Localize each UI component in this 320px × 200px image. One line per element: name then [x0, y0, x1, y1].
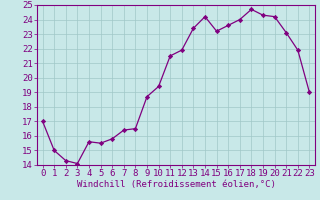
X-axis label: Windchill (Refroidissement éolien,°C): Windchill (Refroidissement éolien,°C)	[76, 180, 276, 189]
